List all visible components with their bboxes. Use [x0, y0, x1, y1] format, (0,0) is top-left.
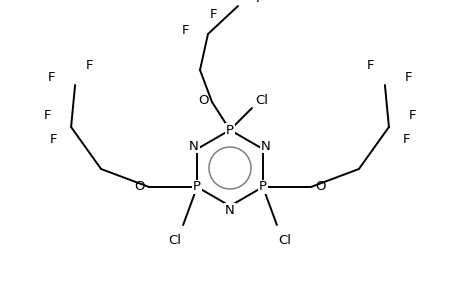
Text: O: O: [134, 181, 144, 194]
Text: P: P: [193, 181, 201, 194]
Text: N: N: [224, 203, 235, 217]
Text: F: F: [47, 70, 55, 83]
Text: F: F: [256, 0, 263, 4]
Text: Cl: Cl: [255, 94, 268, 106]
Text: P: P: [258, 181, 266, 194]
Text: O: O: [198, 94, 209, 106]
Text: F: F: [210, 8, 217, 20]
Text: F: F: [182, 23, 190, 37]
Text: N: N: [189, 140, 199, 152]
Text: N: N: [260, 140, 270, 152]
Text: F: F: [49, 133, 57, 146]
Text: F: F: [85, 58, 93, 71]
Text: F: F: [402, 133, 410, 146]
Text: P: P: [225, 124, 234, 136]
Text: O: O: [315, 181, 325, 194]
Text: F: F: [404, 70, 412, 83]
Text: Cl: Cl: [278, 235, 291, 248]
Text: Cl: Cl: [168, 235, 181, 248]
Text: F: F: [43, 109, 51, 122]
Text: F: F: [366, 58, 374, 71]
Text: F: F: [408, 109, 416, 122]
